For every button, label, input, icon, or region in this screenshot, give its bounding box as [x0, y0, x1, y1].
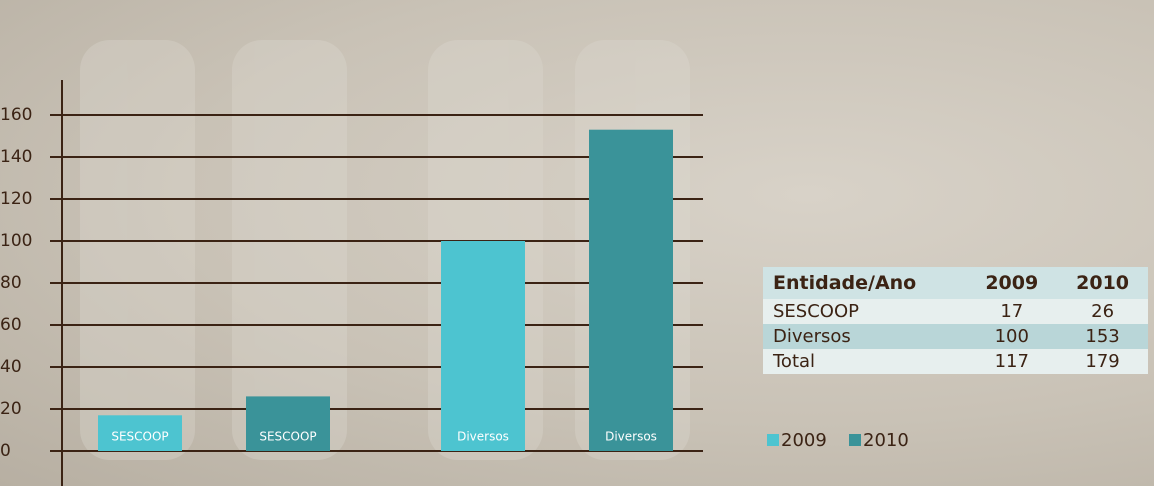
table-cell: 100 [966, 324, 1058, 349]
table-cell: Total [763, 349, 967, 374]
table-cell: Diversos [763, 324, 967, 349]
table-cell: 17 [966, 299, 1058, 324]
y-tick-label: 0 [0, 441, 11, 461]
table-header: 2010 [1057, 267, 1148, 299]
y-tick-label: 140 [0, 147, 32, 167]
legend-label: 2010 [863, 430, 909, 451]
y-tick-label: 120 [0, 189, 32, 209]
bar-label: SESCOOP [111, 430, 168, 444]
bar [589, 129, 673, 451]
bar [98, 415, 182, 451]
table-header: Entidade/Ano [763, 267, 967, 299]
bar [441, 241, 525, 451]
y-tick-label: 160 [0, 105, 32, 125]
table-header: 2009 [966, 267, 1058, 299]
table-cell: 117 [966, 349, 1058, 374]
table-cell: 153 [1057, 324, 1148, 349]
y-tick-label: 40 [0, 357, 22, 377]
table-cell: 179 [1057, 349, 1148, 374]
y-tick-label: 100 [0, 231, 32, 251]
y-tick-label: 60 [0, 315, 22, 335]
legend-label: 2009 [781, 430, 827, 451]
bar-label: Diversos [605, 430, 657, 444]
y-tick-label: 80 [0, 273, 22, 293]
data-table: Entidade/Ano 2009 2010 SESCOOP 17 26 Diverso… [763, 267, 1148, 374]
legend-swatch [849, 434, 861, 446]
table-cell: SESCOOP [763, 299, 967, 324]
bar-label: Diversos [457, 430, 509, 444]
bar-label: SESCOOP [259, 430, 316, 444]
legend-swatch [767, 434, 779, 446]
bar [246, 396, 330, 451]
y-tick-label: 20 [0, 399, 22, 419]
table-cell: 26 [1057, 299, 1148, 324]
